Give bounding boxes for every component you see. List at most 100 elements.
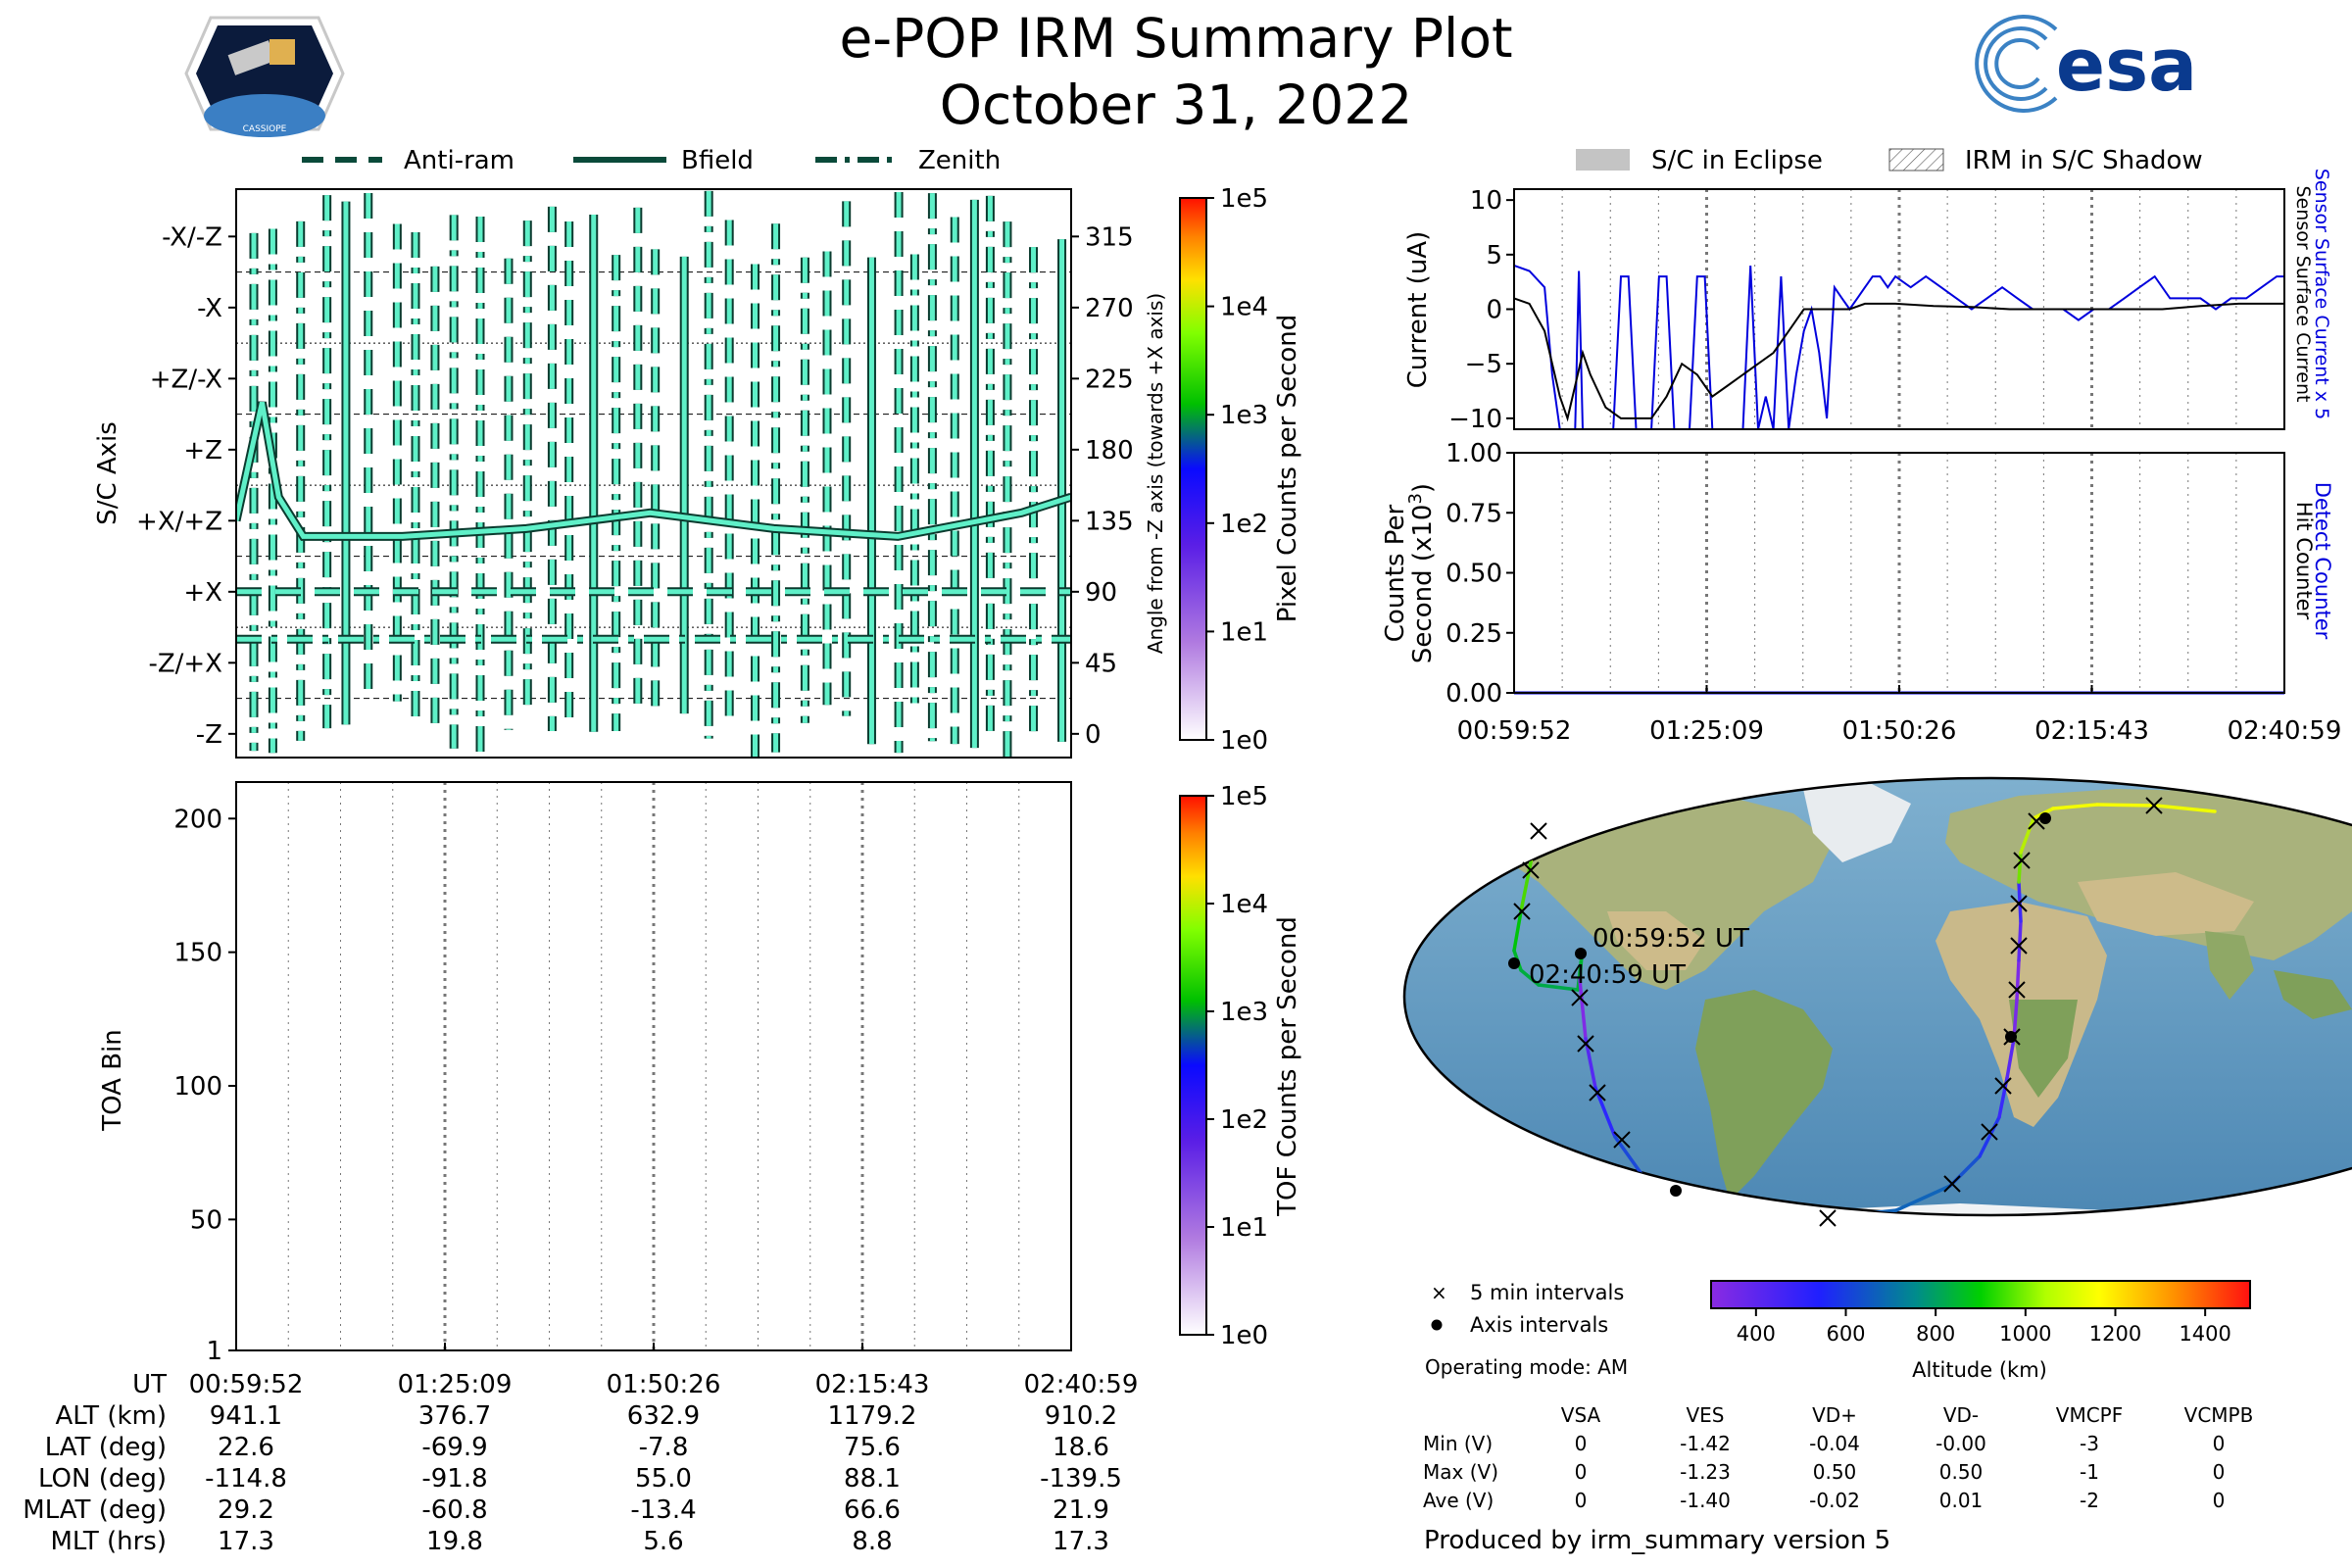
orbit-segment (1512, 909, 1523, 953)
orbit-markers (1508, 797, 2163, 1227)
legend-bfield: Bfield (681, 146, 754, 175)
current-series (1514, 297, 2284, 422)
orbit-segment (2017, 919, 2023, 962)
altitude-tick-label: 400 (1737, 1322, 1776, 1346)
orbit-start-label: 00:59:52 UT (1592, 924, 1749, 954)
orbit-segment (1537, 983, 1580, 992)
toa-ytick-label: 200 (173, 805, 222, 834)
angle-right-label: 180 (1085, 436, 1134, 466)
ephemeris-cell: 1179.2 (828, 1401, 917, 1431)
voltage-cell: 0.01 (1939, 1489, 1984, 1512)
voltage-col-header: VES (1686, 1403, 1724, 1427)
current-right-label-blue: Sensor Surface Current x 5 (2311, 169, 2332, 419)
footer-text: Produced by irm_summary version 5 (1424, 1526, 1890, 1555)
orbit-5min-marker (1819, 1209, 1837, 1227)
tof-colorbar-label: TOF Counts per Second (1273, 916, 1302, 1217)
current-ytick-label: −10 (1448, 405, 1502, 434)
voltage-cell: -0.02 (1809, 1489, 1860, 1512)
voltage-cell: -1.42 (1680, 1432, 1731, 1455)
angle-ylabel: S/C Axis (93, 421, 122, 525)
ephemeris-table: UT 00:59:52 01:25:09 01:50:26 02:15:43 02:40:… (23, 1370, 1138, 1556)
altitude-tick-label: 1400 (2179, 1322, 2230, 1346)
orbit-segment (2019, 816, 2035, 855)
ephemeris-cell: 17.3 (218, 1527, 274, 1556)
angle-right-label: 45 (1085, 649, 1117, 678)
orbit-5min-marker (2013, 852, 2031, 869)
mission-logo: CASSIOPE (184, 16, 345, 137)
angle-axis-label: -X (197, 294, 222, 323)
ephemeris-row-label: ALT (km) (55, 1401, 167, 1431)
counts-xtick-label: 01:25:09 (1649, 716, 1764, 746)
orbit-end-label: 02:40:59 UT (1529, 960, 1686, 990)
orbit-segment (1578, 954, 1584, 982)
ephemeris-cell: 22.6 (218, 1433, 274, 1462)
ephemeris-cell: 55.0 (635, 1464, 692, 1494)
current-ylabel: Current (uA) (1403, 231, 1433, 388)
legend-zenith: Zenith (918, 146, 1001, 175)
map-legend: × 5 min intervals Axis intervals Operati… (1425, 1281, 1628, 1379)
orbit-segment (1593, 1086, 1617, 1139)
counts-xtick-label: 02:15:43 (2034, 716, 2149, 746)
orbit-5min-marker (1981, 1123, 1998, 1141)
voltage-cell: 0 (1575, 1489, 1588, 1512)
voltage-table: VSA VES VD+ VD- VMCPF VCMPB Min (V) 0 -1.42 -0.04… (1423, 1403, 2253, 1512)
altitude-colorbar: 400 600 800 1000 1200 1400 Altitude (km) (1710, 1280, 2251, 1382)
ephemeris-cell: 5.6 (643, 1527, 683, 1556)
counts-ytick-label: 0.25 (1446, 619, 1502, 649)
orbit-segment (2015, 958, 2021, 1002)
legend-antiram: Anti-ram (404, 146, 514, 175)
angle-axis-label: +X/+Z (136, 507, 222, 536)
angle-traces (236, 190, 1071, 758)
legend-axis: Axis intervals (1470, 1313, 1608, 1337)
voltage-cell: -2 (2080, 1489, 2099, 1512)
ephemeris-cell: -13.4 (630, 1495, 696, 1525)
orbit-5min-marker (1522, 861, 1540, 879)
toa-ytick-label: 50 (190, 1205, 222, 1235)
voltage-col-header: VMCPF (2056, 1403, 2123, 1427)
orbit-segment (2095, 803, 2158, 808)
ephemeris-row-label: MLAT (deg) (23, 1495, 167, 1525)
ephemeris-cell: 66.6 (844, 1495, 901, 1525)
ephemeris-cell: 02:40:59 (1024, 1370, 1139, 1399)
angle-right-label: 90 (1085, 578, 1117, 608)
orbit-axis-marker (1508, 957, 1520, 969)
legend-eclipse: S/C in Eclipse (1651, 146, 1823, 175)
current-traces (1514, 265, 2284, 429)
ephemeris-cell: 910.2 (1045, 1401, 1117, 1431)
angle-left-axis: -X/-Z -X +Z/-X +Z +X/+Z +X -Z/+X -Z (136, 222, 236, 750)
orbit-5min-marker (2010, 937, 2028, 955)
counts-right-label-blue: Detect Counter (2311, 482, 2334, 640)
mission-logo-text: CASSIOPE (243, 124, 287, 134)
colorbar-tick-label: 1e2 (1220, 510, 1268, 539)
voltage-cell: 0 (1575, 1460, 1588, 1484)
altitude-tick-label: 600 (1826, 1322, 1865, 1346)
ephemeris-cell: 19.8 (426, 1527, 483, 1556)
counts-ytick-label: 0.75 (1446, 499, 1502, 528)
orbit-5min-marker (1513, 903, 1531, 920)
counts-y-axis: 1.00 0.75 0.50 0.25 0.00 (1446, 439, 1514, 709)
voltage-cell: 0 (2213, 1460, 2226, 1484)
orbit-5min-marker (1577, 1035, 1594, 1053)
colorbar-tick-label: 1e4 (1220, 890, 1268, 919)
voltage-col-header: VD- (1943, 1403, 1979, 1427)
voltage-cell: -0.00 (1936, 1432, 1986, 1455)
current-y-axis: 10 5 0 −5 −10 (1448, 186, 1514, 434)
legend-shadow: IRM in S/C Shadow (1965, 146, 2203, 175)
voltage-cell: 0.50 (1939, 1460, 1984, 1484)
colorbar-tick-label: 1e3 (1220, 401, 1268, 430)
current-ytick-label: 5 (1486, 241, 1502, 270)
current-ytick-label: 0 (1486, 296, 1502, 325)
angle-right-ylabel: Angle from -Z axis (towards +X axis) (1144, 293, 1167, 654)
operating-mode: Operating mode: AM (1425, 1355, 1628, 1379)
ephemeris-cell: -69.9 (421, 1433, 487, 1462)
angle-axis-label: -X/-Z (162, 222, 222, 252)
orbit-5min-marker (1589, 1084, 1606, 1102)
ephemeris-row-label: LAT (deg) (45, 1433, 167, 1462)
counts-ytick-label: 0.50 (1446, 560, 1502, 589)
orbit-segment (2051, 803, 2099, 810)
ephemeris-cell: -91.8 (421, 1464, 487, 1494)
toa-ytick-label: 1 (206, 1337, 222, 1366)
counts-panel: 1.00 0.75 0.50 0.25 0.00 00:59:52 01:25:09 01:… (1381, 439, 2341, 746)
angle-axis-label: -Z (196, 720, 222, 750)
